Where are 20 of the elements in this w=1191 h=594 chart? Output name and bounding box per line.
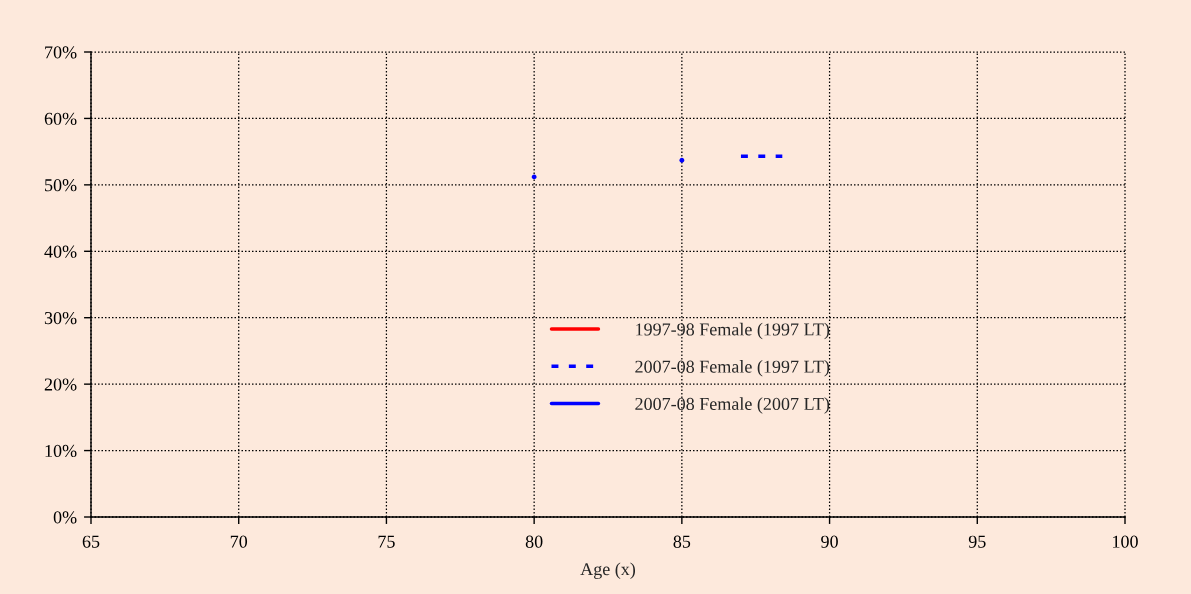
x-tick-label: 85 (673, 535, 691, 548)
x-tick-label: 80 (525, 535, 543, 548)
y-tick-label: 0% (53, 511, 77, 524)
y-tick-label: 50% (45, 179, 77, 192)
x-tick-label: 95 (968, 535, 986, 548)
y-tick-label: 40% (44, 245, 77, 258)
y-tick-label: 10% (45, 444, 77, 458)
legend-label: 1997-98 Female (1997 LT) (636, 322, 830, 340)
y-tick-label: 30% (44, 311, 77, 325)
legend-label: 2007-08 Female (1997 LT) (635, 360, 830, 377)
y-tick-label: 70% (45, 46, 77, 59)
x-tick-label: 100 (1113, 535, 1138, 548)
x-tick-label: 75 (378, 535, 395, 548)
x-tick-label: 65 (82, 535, 100, 548)
y-tick-label: 60% (44, 112, 77, 125)
legend-label: 2007-08 Female (2007 LT) (635, 397, 830, 414)
x-axis-title: Age (x) (580, 562, 636, 579)
x-tick-label: 90 (821, 535, 838, 548)
x-tick-label: 70 (230, 535, 248, 548)
y-tick-label: 20% (44, 378, 77, 391)
